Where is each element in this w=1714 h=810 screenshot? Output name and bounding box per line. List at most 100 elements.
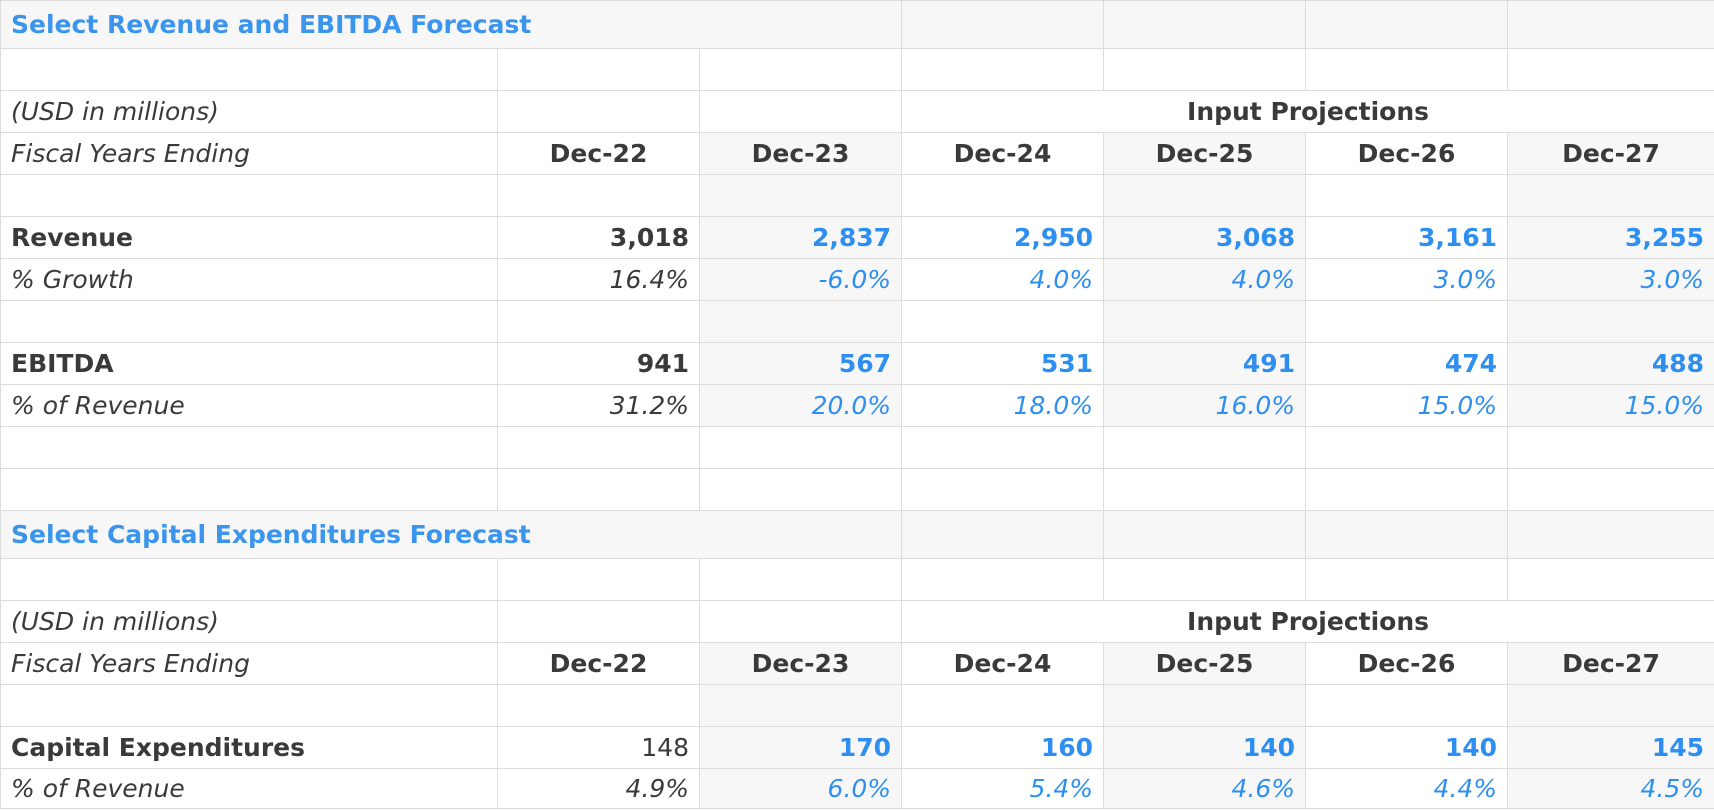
cell[interactable] [901,558,1105,601]
year-header[interactable]: Dec-25 [1103,642,1307,685]
capex-section-title[interactable]: Select Capital Expenditures Forecast [0,510,903,559]
cell[interactable] [1507,510,1714,559]
capex-pct-label[interactable]: % of Revenue [0,768,498,809]
fiscal-years-label[interactable]: Fiscal Years Ending [0,642,498,685]
cell[interactable] [698,558,903,601]
ebitda-margin-input[interactable]: 15.0% [1305,384,1509,427]
cell[interactable] [1305,510,1509,559]
year-header[interactable]: Dec-25 [1103,132,1307,175]
capex-label[interactable]: Capital Expenditures [0,726,498,769]
year-header[interactable]: Dec-24 [901,642,1105,685]
revenue-label[interactable]: Revenue [0,216,498,259]
growth-label[interactable]: % Growth [0,258,498,301]
cell[interactable] [1103,558,1307,601]
cell[interactable] [497,174,700,217]
cell[interactable] [0,174,498,217]
units-label[interactable]: (USD in millions) [0,600,498,643]
cell[interactable] [497,684,700,727]
capex-input[interactable]: 145 [1507,726,1714,769]
ebitda-value[interactable]: 941 [497,342,700,385]
cell[interactable] [1507,684,1714,727]
cell[interactable] [901,48,1105,91]
growth-input[interactable]: 4.0% [901,258,1105,301]
cell[interactable] [497,558,700,601]
units-label[interactable]: (USD in millions) [0,90,498,133]
cell[interactable] [698,300,903,343]
cell[interactable] [698,426,903,469]
cell[interactable] [1305,558,1509,601]
capex-pct-value[interactable]: 4.9% [497,768,700,809]
cell[interactable] [1103,48,1307,91]
cell[interactable] [1103,426,1307,469]
ebitda-label[interactable]: EBITDA [0,342,498,385]
capex-input[interactable]: 170 [698,726,903,769]
year-header[interactable]: Dec-24 [901,132,1105,175]
ebitda-margin-input[interactable]: 18.0% [901,384,1105,427]
fiscal-years-label[interactable]: Fiscal Years Ending [0,132,498,175]
cell[interactable] [1507,48,1714,91]
capex-pct-input[interactable]: 4.5% [1507,768,1714,809]
year-header[interactable]: Dec-23 [698,132,903,175]
year-header[interactable]: Dec-27 [1507,642,1714,685]
revenue-input[interactable]: 2,950 [901,216,1105,259]
cell[interactable] [497,300,700,343]
cell[interactable] [497,90,700,133]
year-header[interactable]: Dec-26 [1305,642,1509,685]
revenue-input[interactable]: 3,068 [1103,216,1307,259]
cell[interactable] [698,600,903,643]
cell[interactable] [1507,0,1714,49]
capex-value[interactable]: 148 [497,726,700,769]
cell[interactable] [901,0,1105,49]
ebitda-input[interactable]: 488 [1507,342,1714,385]
cell[interactable] [901,174,1105,217]
cell[interactable] [0,558,498,601]
cell[interactable] [698,468,903,511]
ebitda-margin-value[interactable]: 31.2% [497,384,700,427]
cell[interactable] [1305,174,1509,217]
ebitda-input[interactable]: 491 [1103,342,1307,385]
revenue-input[interactable]: 3,255 [1507,216,1714,259]
cell[interactable] [0,426,498,469]
cell[interactable] [1507,426,1714,469]
ebitda-input[interactable]: 567 [698,342,903,385]
cell[interactable] [497,468,700,511]
ebitda-margin-label[interactable]: % of Revenue [0,384,498,427]
cell[interactable] [1305,48,1509,91]
cell[interactable] [901,426,1105,469]
capex-pct-input[interactable]: 6.0% [698,768,903,809]
cell[interactable] [698,174,903,217]
cell[interactable] [698,48,903,91]
growth-input[interactable]: -6.0% [698,258,903,301]
cell[interactable] [1305,0,1509,49]
year-header[interactable]: Dec-26 [1305,132,1509,175]
cell[interactable] [1305,684,1509,727]
cell[interactable] [1103,684,1307,727]
revenue-input[interactable]: 2,837 [698,216,903,259]
cell[interactable] [497,426,700,469]
cell[interactable] [1103,510,1307,559]
cell[interactable] [1305,426,1509,469]
cell[interactable] [1305,300,1509,343]
year-header[interactable]: Dec-23 [698,642,903,685]
ebitda-margin-input[interactable]: 16.0% [1103,384,1307,427]
year-header[interactable]: Dec-27 [1507,132,1714,175]
ebitda-margin-input[interactable]: 20.0% [698,384,903,427]
cell[interactable] [1103,468,1307,511]
revenue-section-title[interactable]: Select Revenue and EBITDA Forecast [0,0,903,49]
cell[interactable] [0,468,498,511]
growth-input[interactable]: 3.0% [1507,258,1714,301]
cell[interactable] [1103,300,1307,343]
year-header[interactable]: Dec-22 [497,642,700,685]
capex-pct-input[interactable]: 4.6% [1103,768,1307,809]
cell[interactable] [1305,468,1509,511]
ebitda-margin-input[interactable]: 15.0% [1507,384,1714,427]
cell[interactable] [901,510,1105,559]
capex-pct-input[interactable]: 4.4% [1305,768,1509,809]
cell[interactable] [0,300,498,343]
cell[interactable] [1507,468,1714,511]
growth-input[interactable]: 3.0% [1305,258,1509,301]
cell[interactable] [901,684,1105,727]
revenue-input[interactable]: 3,161 [1305,216,1509,259]
year-header[interactable]: Dec-22 [497,132,700,175]
cell[interactable] [1507,558,1714,601]
